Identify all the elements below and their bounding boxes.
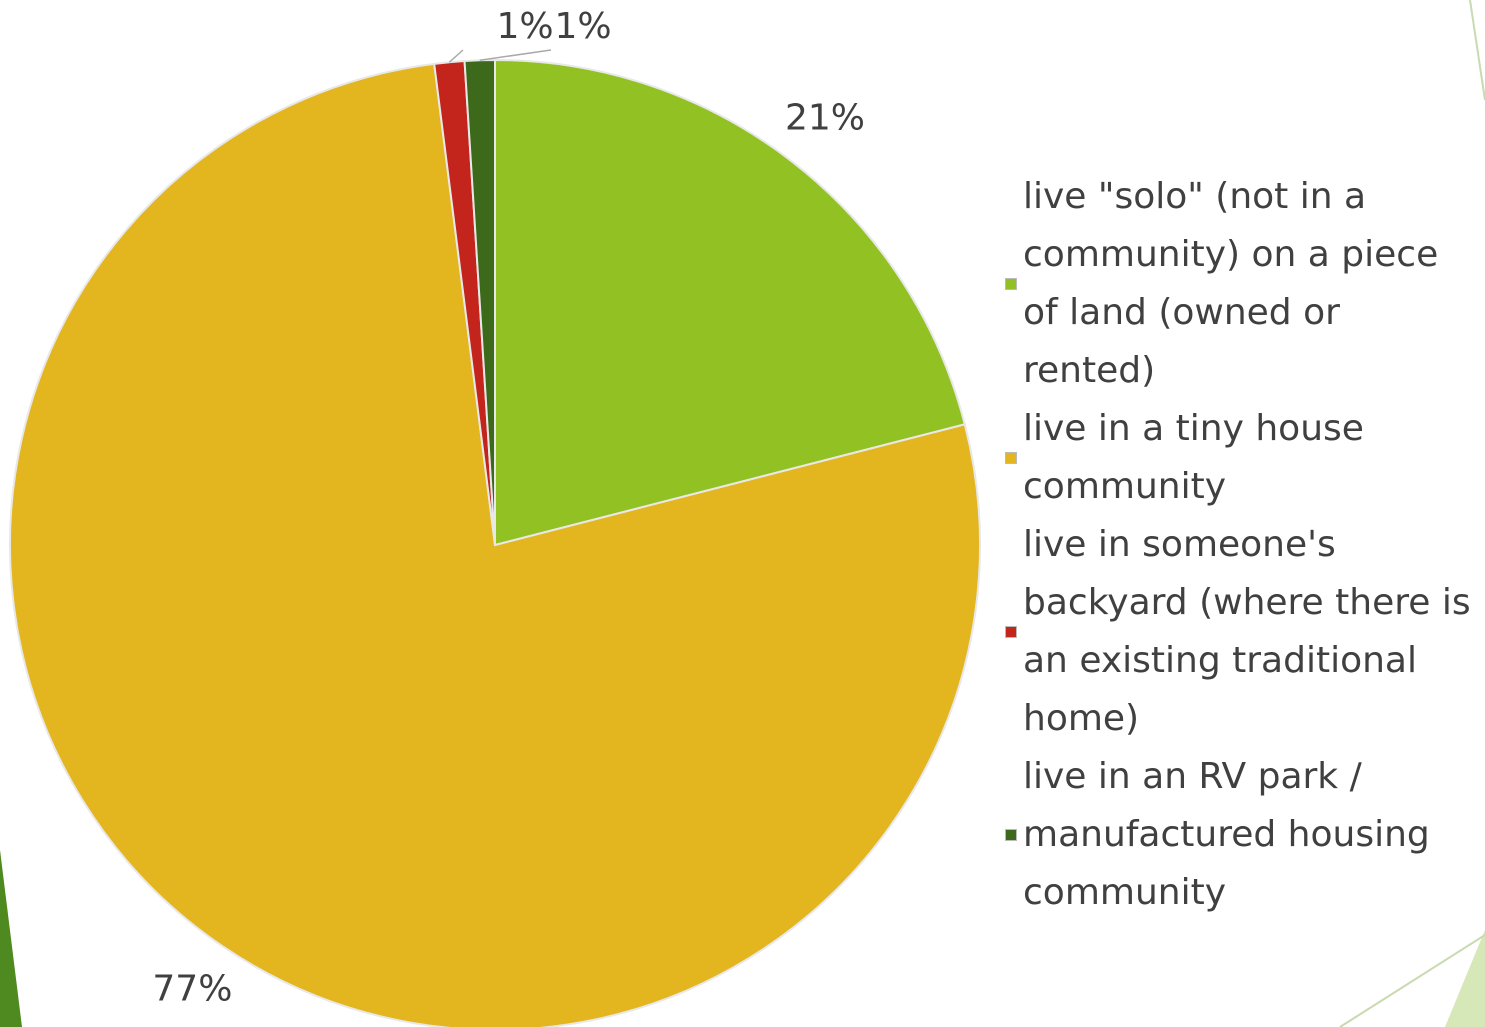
leader-line (479, 49, 552, 61)
legend-label: live in a tiny house community (1023, 408, 1364, 507)
decoration (0, 850, 22, 1027)
data-label: 1% (554, 6, 611, 47)
legend: live "solo" (not in a community) on a pi… (1005, 168, 1483, 922)
leader-line (448, 49, 464, 63)
data-label: 1% (496, 6, 553, 47)
legend-swatch (1005, 452, 1017, 464)
legend-swatch (1005, 278, 1017, 290)
legend-entry: live in an RV park / manufactured housin… (1005, 748, 1483, 922)
data-label: 77% (152, 968, 232, 1009)
legend-label: live "solo" (not in a community) on a pi… (1023, 176, 1439, 391)
legend-label: live in someone's backyard (where there … (1023, 524, 1471, 739)
legend-entry: live in someone's backyard (where there … (1005, 516, 1483, 748)
legend-entry: live in a tiny house community (1005, 400, 1483, 516)
legend-swatch (1005, 829, 1017, 841)
decoration (1469, 0, 1485, 101)
legend-label: live in an RV park / manufactured housin… (1023, 756, 1430, 913)
legend-swatch (1005, 626, 1017, 638)
pie-slice (494, 58, 966, 547)
data-label: 21% (785, 98, 865, 139)
pie-slice (9, 62, 981, 1027)
decoration (1445, 930, 1485, 1027)
decoration (1339, 934, 1485, 1027)
legend-entry: live "solo" (not in a community) on a pi… (1005, 168, 1483, 400)
